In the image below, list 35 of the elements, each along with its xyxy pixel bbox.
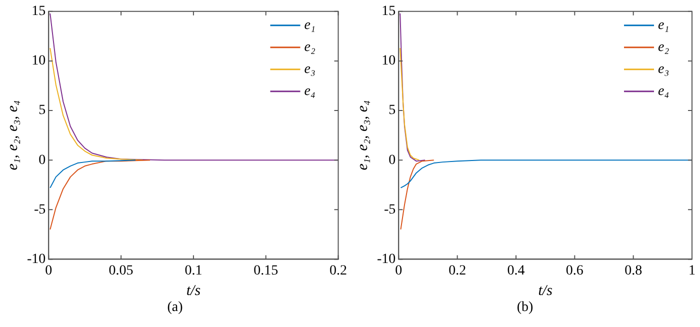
y-tick-label: 15 (32, 4, 46, 20)
y-tick-label: -10 (26, 252, 46, 267)
x-tick-label: 0.15 (254, 263, 278, 278)
legend-label: e₃ (658, 62, 670, 78)
x-axis-title: t/s (186, 282, 201, 299)
legend-label: e₃ (304, 62, 316, 78)
y-tick-label: 0 (388, 152, 396, 168)
y-tick-label: -10 (376, 252, 396, 267)
legend-label: e₂ (304, 40, 316, 56)
y-tick-label: 15 (382, 4, 396, 20)
x-tick-label: 0.2 (330, 263, 347, 278)
y-tick-label: -5 (34, 202, 46, 218)
y-tick-label: 5 (38, 103, 46, 118)
x-tick-label: 0.6 (566, 263, 584, 278)
x-tick-label: 0.8 (624, 263, 642, 278)
legend-label: e₁ (304, 18, 316, 34)
text: (a) (166, 300, 184, 316)
y-tick-label: -5 (384, 202, 396, 218)
x-tick-label: 0.05 (108, 263, 134, 278)
x-tick-label: 0.2 (448, 263, 466, 278)
x-tick-label: 1 (688, 263, 696, 278)
x-axis-title: t/s (538, 282, 553, 299)
legend-label: e₁ (658, 18, 670, 34)
y-tick-label: 10 (382, 54, 396, 69)
y-axis-title: e₁, e₂, e₃, e₄ (354, 100, 371, 170)
x-tick-label: 0.1 (184, 263, 202, 278)
y-tick-label: 0 (38, 152, 46, 168)
x-tick-label: 0.4 (507, 263, 525, 278)
text: (b) (516, 300, 534, 316)
y-tick-label: 5 (388, 103, 396, 118)
y-axis-title: e₁, e₂, e₃, e₄ (4, 100, 21, 170)
legend-label: e₄ (304, 84, 316, 100)
legend-label: e₄ (658, 84, 670, 100)
legend-label: e₂ (658, 40, 670, 56)
y-tick-label: 10 (32, 54, 46, 69)
